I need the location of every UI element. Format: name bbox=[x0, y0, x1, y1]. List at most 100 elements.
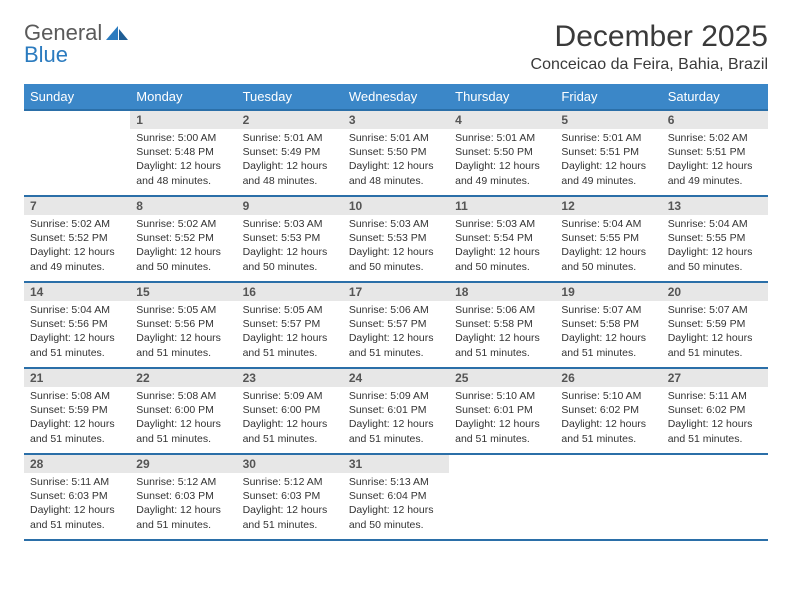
cell-body: Sunrise: 5:10 AMSunset: 6:02 PMDaylight:… bbox=[555, 387, 661, 450]
calendar-week-row: 1Sunrise: 5:00 AMSunset: 5:48 PMDaylight… bbox=[24, 110, 768, 196]
sunrise-text: Sunrise: 5:09 AM bbox=[243, 389, 337, 403]
day-number: 8 bbox=[130, 197, 236, 215]
sunset-text: Sunset: 6:00 PM bbox=[136, 403, 230, 417]
day-number: 22 bbox=[130, 369, 236, 387]
sunset-text: Sunset: 5:49 PM bbox=[243, 145, 337, 159]
sunrise-text: Sunrise: 5:08 AM bbox=[136, 389, 230, 403]
sunrise-text: Sunrise: 5:02 AM bbox=[30, 217, 124, 231]
day-number: 19 bbox=[555, 283, 661, 301]
calendar-cell bbox=[24, 110, 130, 196]
calendar-cell: 5Sunrise: 5:01 AMSunset: 5:51 PMDaylight… bbox=[555, 110, 661, 196]
calendar-cell: 8Sunrise: 5:02 AMSunset: 5:52 PMDaylight… bbox=[130, 196, 236, 282]
calendar-table: SundayMondayTuesdayWednesdayThursdayFrid… bbox=[24, 84, 768, 541]
daylight-text: Daylight: 12 hours and 51 minutes. bbox=[243, 503, 337, 531]
sunset-text: Sunset: 5:51 PM bbox=[561, 145, 655, 159]
daylight-text: Daylight: 12 hours and 49 minutes. bbox=[668, 159, 762, 187]
calendar-week-row: 28Sunrise: 5:11 AMSunset: 6:03 PMDayligh… bbox=[24, 454, 768, 540]
sunset-text: Sunset: 6:03 PM bbox=[243, 489, 337, 503]
sunrise-text: Sunrise: 5:13 AM bbox=[349, 475, 443, 489]
cell-body: Sunrise: 5:11 AMSunset: 6:03 PMDaylight:… bbox=[24, 473, 130, 536]
weekday-header: Monday bbox=[130, 84, 236, 110]
sunrise-text: Sunrise: 5:10 AM bbox=[561, 389, 655, 403]
daylight-text: Daylight: 12 hours and 51 minutes. bbox=[136, 503, 230, 531]
daylight-text: Daylight: 12 hours and 49 minutes. bbox=[455, 159, 549, 187]
daylight-text: Daylight: 12 hours and 50 minutes. bbox=[561, 245, 655, 273]
cell-body: Sunrise: 5:11 AMSunset: 6:02 PMDaylight:… bbox=[662, 387, 768, 450]
location: Conceicao da Feira, Bahia, Brazil bbox=[531, 56, 768, 74]
day-number: 30 bbox=[237, 455, 343, 473]
sunrise-text: Sunrise: 5:02 AM bbox=[668, 131, 762, 145]
sunset-text: Sunset: 6:04 PM bbox=[349, 489, 443, 503]
daylight-text: Daylight: 12 hours and 51 minutes. bbox=[30, 503, 124, 531]
calendar-cell: 16Sunrise: 5:05 AMSunset: 5:57 PMDayligh… bbox=[237, 282, 343, 368]
cell-body: Sunrise: 5:05 AMSunset: 5:57 PMDaylight:… bbox=[237, 301, 343, 364]
sunrise-text: Sunrise: 5:07 AM bbox=[561, 303, 655, 317]
sunset-text: Sunset: 6:03 PM bbox=[30, 489, 124, 503]
sail-icon bbox=[104, 24, 130, 42]
sunrise-text: Sunrise: 5:11 AM bbox=[30, 475, 124, 489]
cell-body: Sunrise: 5:02 AMSunset: 5:52 PMDaylight:… bbox=[130, 215, 236, 278]
calendar-cell bbox=[449, 454, 555, 540]
cell-body: Sunrise: 5:01 AMSunset: 5:51 PMDaylight:… bbox=[555, 129, 661, 192]
sunset-text: Sunset: 5:51 PM bbox=[668, 145, 762, 159]
day-number bbox=[662, 455, 768, 473]
calendar-cell: 9Sunrise: 5:03 AMSunset: 5:53 PMDaylight… bbox=[237, 196, 343, 282]
cell-body: Sunrise: 5:12 AMSunset: 6:03 PMDaylight:… bbox=[237, 473, 343, 536]
sunset-text: Sunset: 6:02 PM bbox=[668, 403, 762, 417]
calendar-cell bbox=[662, 454, 768, 540]
sunset-text: Sunset: 5:52 PM bbox=[136, 231, 230, 245]
month-title: December 2025 bbox=[531, 20, 768, 54]
daylight-text: Daylight: 12 hours and 51 minutes. bbox=[30, 417, 124, 445]
weekday-header: Tuesday bbox=[237, 84, 343, 110]
day-number: 28 bbox=[24, 455, 130, 473]
brand-part2: Blue bbox=[24, 42, 68, 68]
day-number: 20 bbox=[662, 283, 768, 301]
daylight-text: Daylight: 12 hours and 50 minutes. bbox=[349, 245, 443, 273]
day-number bbox=[449, 455, 555, 473]
sunrise-text: Sunrise: 5:01 AM bbox=[349, 131, 443, 145]
cell-body: Sunrise: 5:09 AMSunset: 6:01 PMDaylight:… bbox=[343, 387, 449, 450]
day-number: 15 bbox=[130, 283, 236, 301]
sunrise-text: Sunrise: 5:11 AM bbox=[668, 389, 762, 403]
day-number: 13 bbox=[662, 197, 768, 215]
cell-body: Sunrise: 5:01 AMSunset: 5:50 PMDaylight:… bbox=[343, 129, 449, 192]
cell-body: Sunrise: 5:03 AMSunset: 5:53 PMDaylight:… bbox=[343, 215, 449, 278]
title-block: December 2025 Conceicao da Feira, Bahia,… bbox=[531, 20, 768, 74]
day-number: 17 bbox=[343, 283, 449, 301]
sunrise-text: Sunrise: 5:12 AM bbox=[136, 475, 230, 489]
day-number: 27 bbox=[662, 369, 768, 387]
cell-body: Sunrise: 5:12 AMSunset: 6:03 PMDaylight:… bbox=[130, 473, 236, 536]
daylight-text: Daylight: 12 hours and 51 minutes. bbox=[349, 417, 443, 445]
calendar-cell: 24Sunrise: 5:09 AMSunset: 6:01 PMDayligh… bbox=[343, 368, 449, 454]
sunrise-text: Sunrise: 5:03 AM bbox=[243, 217, 337, 231]
daylight-text: Daylight: 12 hours and 49 minutes. bbox=[30, 245, 124, 273]
sunrise-text: Sunrise: 5:08 AM bbox=[30, 389, 124, 403]
daylight-text: Daylight: 12 hours and 51 minutes. bbox=[243, 331, 337, 359]
sunrise-text: Sunrise: 5:10 AM bbox=[455, 389, 549, 403]
sunrise-text: Sunrise: 5:00 AM bbox=[136, 131, 230, 145]
cell-body: Sunrise: 5:07 AMSunset: 5:59 PMDaylight:… bbox=[662, 301, 768, 364]
sunset-text: Sunset: 6:01 PM bbox=[349, 403, 443, 417]
day-number: 21 bbox=[24, 369, 130, 387]
daylight-text: Daylight: 12 hours and 51 minutes. bbox=[561, 417, 655, 445]
sunset-text: Sunset: 5:59 PM bbox=[30, 403, 124, 417]
sunrise-text: Sunrise: 5:09 AM bbox=[349, 389, 443, 403]
day-number: 23 bbox=[237, 369, 343, 387]
daylight-text: Daylight: 12 hours and 51 minutes. bbox=[455, 417, 549, 445]
daylight-text: Daylight: 12 hours and 51 minutes. bbox=[349, 331, 443, 359]
calendar-week-row: 21Sunrise: 5:08 AMSunset: 5:59 PMDayligh… bbox=[24, 368, 768, 454]
cell-body: Sunrise: 5:08 AMSunset: 6:00 PMDaylight:… bbox=[130, 387, 236, 450]
cell-body: Sunrise: 5:04 AMSunset: 5:56 PMDaylight:… bbox=[24, 301, 130, 364]
daylight-text: Daylight: 12 hours and 50 minutes. bbox=[136, 245, 230, 273]
sunset-text: Sunset: 5:55 PM bbox=[668, 231, 762, 245]
calendar-cell: 19Sunrise: 5:07 AMSunset: 5:58 PMDayligh… bbox=[555, 282, 661, 368]
day-number: 6 bbox=[662, 111, 768, 129]
calendar-cell: 21 Sunrise: 5:08 AMSunset: 5:59 PMDayligh… bbox=[24, 368, 130, 454]
sunset-text: Sunset: 6:02 PM bbox=[561, 403, 655, 417]
sunrise-text: Sunrise: 5:02 AM bbox=[136, 217, 230, 231]
sunrise-text: Sunrise: 5:07 AM bbox=[668, 303, 762, 317]
cell-body: Sunrise: 5:06 AMSunset: 5:57 PMDaylight:… bbox=[343, 301, 449, 364]
calendar-week-row: 14Sunrise: 5:04 AMSunset: 5:56 PMDayligh… bbox=[24, 282, 768, 368]
sunrise-text: Sunrise: 5:01 AM bbox=[455, 131, 549, 145]
daylight-text: Daylight: 12 hours and 48 minutes. bbox=[243, 159, 337, 187]
